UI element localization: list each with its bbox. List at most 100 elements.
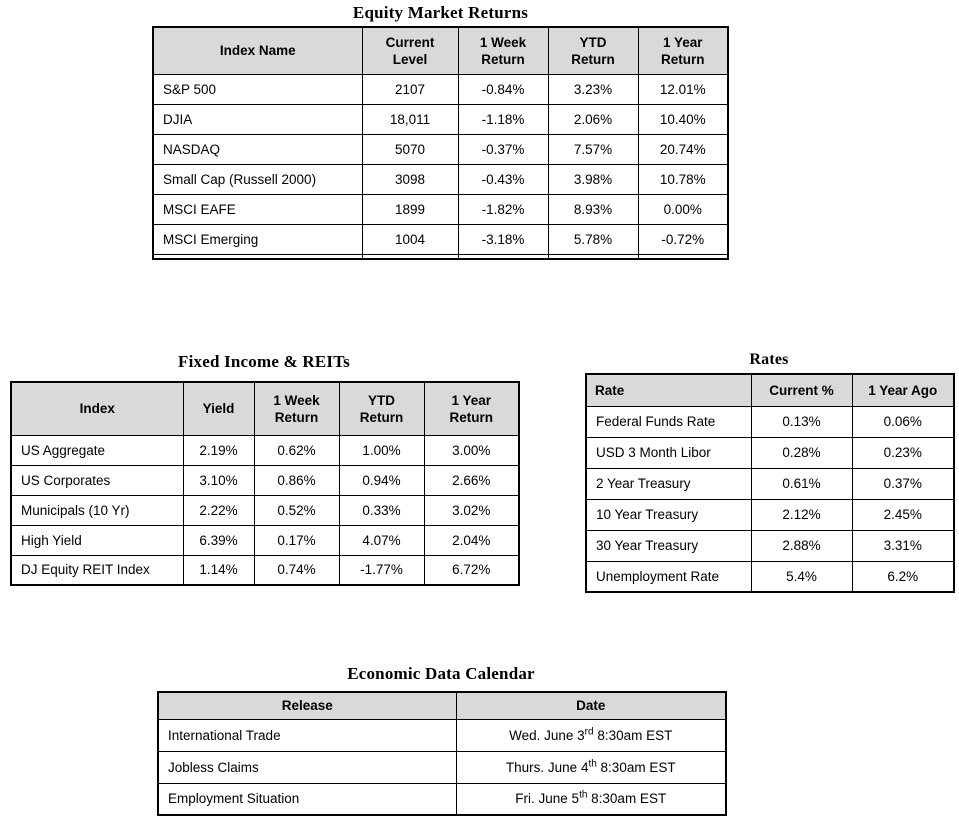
table-cell: 3.31% bbox=[851, 529, 955, 562]
table-cell: 6.2% bbox=[851, 560, 955, 593]
column-header: Current % bbox=[750, 373, 853, 407]
table-cell: 6.39% bbox=[182, 524, 255, 556]
column-header: Current Level bbox=[361, 26, 459, 75]
table-cell: 0.74% bbox=[253, 554, 340, 586]
table-row: USD 3 Month Libor 0.28% 0.23% bbox=[585, 436, 955, 469]
rates-table-title: Rates bbox=[749, 351, 789, 368]
table-cell: S&P 500 bbox=[152, 73, 363, 105]
table-cell: 20.74% bbox=[637, 133, 729, 165]
fixed-income-reits-section: Fixed Income & REITs Index Yield 1 Week Re… bbox=[10, 351, 520, 586]
table-cell: 0.33% bbox=[338, 494, 425, 526]
table-cell bbox=[637, 253, 729, 260]
table-cell: 0.61% bbox=[750, 467, 853, 500]
table-cell bbox=[152, 253, 363, 260]
column-header: Release bbox=[157, 691, 457, 720]
table-cell: 2.88% bbox=[750, 529, 853, 562]
table-row: Federal Funds Rate 0.13% 0.06% bbox=[585, 405, 955, 438]
table-cell bbox=[361, 253, 459, 260]
table-cell: 2.66% bbox=[423, 464, 520, 496]
header-row: Release Date bbox=[157, 691, 727, 720]
table-cell: NASDAQ bbox=[152, 133, 363, 165]
table-row: DJ Equity REIT Index 1.14% 0.74% -1.77% 6.72… bbox=[10, 554, 520, 586]
calendar-table-title: Economic Data Calendar bbox=[347, 664, 535, 683]
table-cell bbox=[547, 253, 639, 260]
table-row: 10 Year Treasury 2.12% 2.45% bbox=[585, 498, 955, 531]
date-text: Thurs. June 4 bbox=[505, 759, 589, 775]
table-cell: Municipals (10 Yr) bbox=[10, 494, 184, 526]
table-cell: Small Cap (Russell 2000) bbox=[152, 163, 363, 195]
table-cell: 12.01% bbox=[637, 73, 729, 105]
column-header: YTD Return bbox=[547, 26, 639, 75]
table-cell: Federal Funds Rate bbox=[585, 405, 752, 438]
rates-table: Rate Current % 1 Year Ago Federal Funds Rat… bbox=[585, 373, 955, 593]
table-row: DJIA 18,011 -1.18% 2.06% 10.40% bbox=[152, 103, 729, 135]
table-cell: 18,011 bbox=[361, 103, 459, 135]
table-row: S&P 500 2107 -0.84% 3.23% 12.01% bbox=[152, 73, 729, 105]
date-text: 8:30am EST bbox=[596, 759, 676, 775]
table-cell: 3098 bbox=[361, 163, 459, 195]
table-cell: 2.45% bbox=[851, 498, 955, 531]
table-cell: 2 Year Treasury bbox=[585, 467, 752, 500]
table-cell: -1.18% bbox=[457, 103, 549, 135]
header-row: Index Name Current Level 1 Week Return YTD … bbox=[152, 26, 729, 75]
table-cell: Jobless Claims bbox=[157, 750, 457, 784]
table-cell: 0.00% bbox=[637, 193, 729, 225]
economic-data-calendar-table: Release Date International Trade Wed. June … bbox=[157, 691, 727, 816]
table-row: MSCI Emerging 1004 -3.18% 5.78% -0.72% bbox=[152, 223, 729, 255]
header-row: Rate Current % 1 Year Ago bbox=[585, 373, 955, 407]
table-cell: 3.10% bbox=[182, 464, 255, 496]
table-cell: 0.94% bbox=[338, 464, 425, 496]
table-cell: 2.06% bbox=[547, 103, 639, 135]
table-cell: Fri. June 5th 8:30am EST bbox=[455, 782, 727, 816]
table-cell: 10 Year Treasury bbox=[585, 498, 752, 531]
fixed-income-reits-table: Index Yield 1 Week Return YTD Return 1 Year … bbox=[10, 381, 520, 586]
table-row: NASDAQ 5070 -0.37% 7.57% 20.74% bbox=[152, 133, 729, 165]
table-cell: 10.78% bbox=[637, 163, 729, 195]
column-header: 1 Year Ago bbox=[851, 373, 955, 407]
cropped-row-stub bbox=[152, 253, 729, 260]
table-row: International Trade Wed. June 3rd 8:30am … bbox=[157, 718, 727, 752]
fixed-income-table-title: Fixed Income & REITs bbox=[178, 352, 350, 371]
table-cell: 1.14% bbox=[182, 554, 255, 586]
table-cell: US Corporates bbox=[10, 464, 184, 496]
table-cell: 7.57% bbox=[547, 133, 639, 165]
equity-table-title: Equity Market Returns bbox=[352, 3, 529, 22]
ordinal-superscript: th bbox=[579, 789, 588, 801]
column-header: Yield bbox=[182, 381, 255, 436]
date-text: 8:30am EST bbox=[587, 791, 667, 807]
table-cell: -1.77% bbox=[338, 554, 425, 586]
table-cell: 5.4% bbox=[750, 560, 853, 593]
table-cell: 3.23% bbox=[547, 73, 639, 105]
table-cell: 0.23% bbox=[851, 436, 955, 469]
table-cell: 5.78% bbox=[547, 223, 639, 255]
table-row: MSCI EAFE 1899 -1.82% 8.93% 0.00% bbox=[152, 193, 729, 225]
table-cell: DJIA bbox=[152, 103, 363, 135]
table-cell: -3.18% bbox=[457, 223, 549, 255]
table-cell: 10.40% bbox=[637, 103, 729, 135]
table-cell: 0.13% bbox=[750, 405, 853, 438]
column-header: 1 Week Return bbox=[457, 26, 549, 75]
table-cell: 0.28% bbox=[750, 436, 853, 469]
rates-section: Rates Rate Current % 1 Year Ago Federal Fun… bbox=[585, 350, 955, 593]
table-cell: 5070 bbox=[361, 133, 459, 165]
table-cell: 1.00% bbox=[338, 434, 425, 466]
table-cell: 2.19% bbox=[182, 434, 255, 466]
equity-market-returns-section: Equity Market Returns Index Name Current … bbox=[152, 2, 729, 260]
table-row: US Corporates 3.10% 0.86% 0.94% 2.66% bbox=[10, 464, 520, 496]
table-cell: 4.07% bbox=[338, 524, 425, 556]
table-cell: 0.37% bbox=[851, 467, 955, 500]
date-text: 8:30am EST bbox=[593, 727, 673, 743]
ordinal-superscript: rd bbox=[584, 726, 594, 737]
table-cell: -0.37% bbox=[457, 133, 549, 165]
table-cell: USD 3 Month Libor bbox=[585, 436, 752, 469]
table-cell: -0.84% bbox=[457, 73, 549, 105]
table-cell: 1899 bbox=[361, 193, 459, 225]
table-cell: 30 Year Treasury bbox=[585, 529, 752, 562]
column-header: Index bbox=[10, 381, 184, 436]
table-cell: 3.00% bbox=[423, 434, 520, 466]
table-cell: 1004 bbox=[361, 223, 459, 255]
table-cell: 2107 bbox=[361, 73, 459, 105]
table-cell: 0.52% bbox=[253, 494, 340, 526]
table-row: Municipals (10 Yr) 2.22% 0.52% 0.33% 3.02% bbox=[10, 494, 520, 526]
